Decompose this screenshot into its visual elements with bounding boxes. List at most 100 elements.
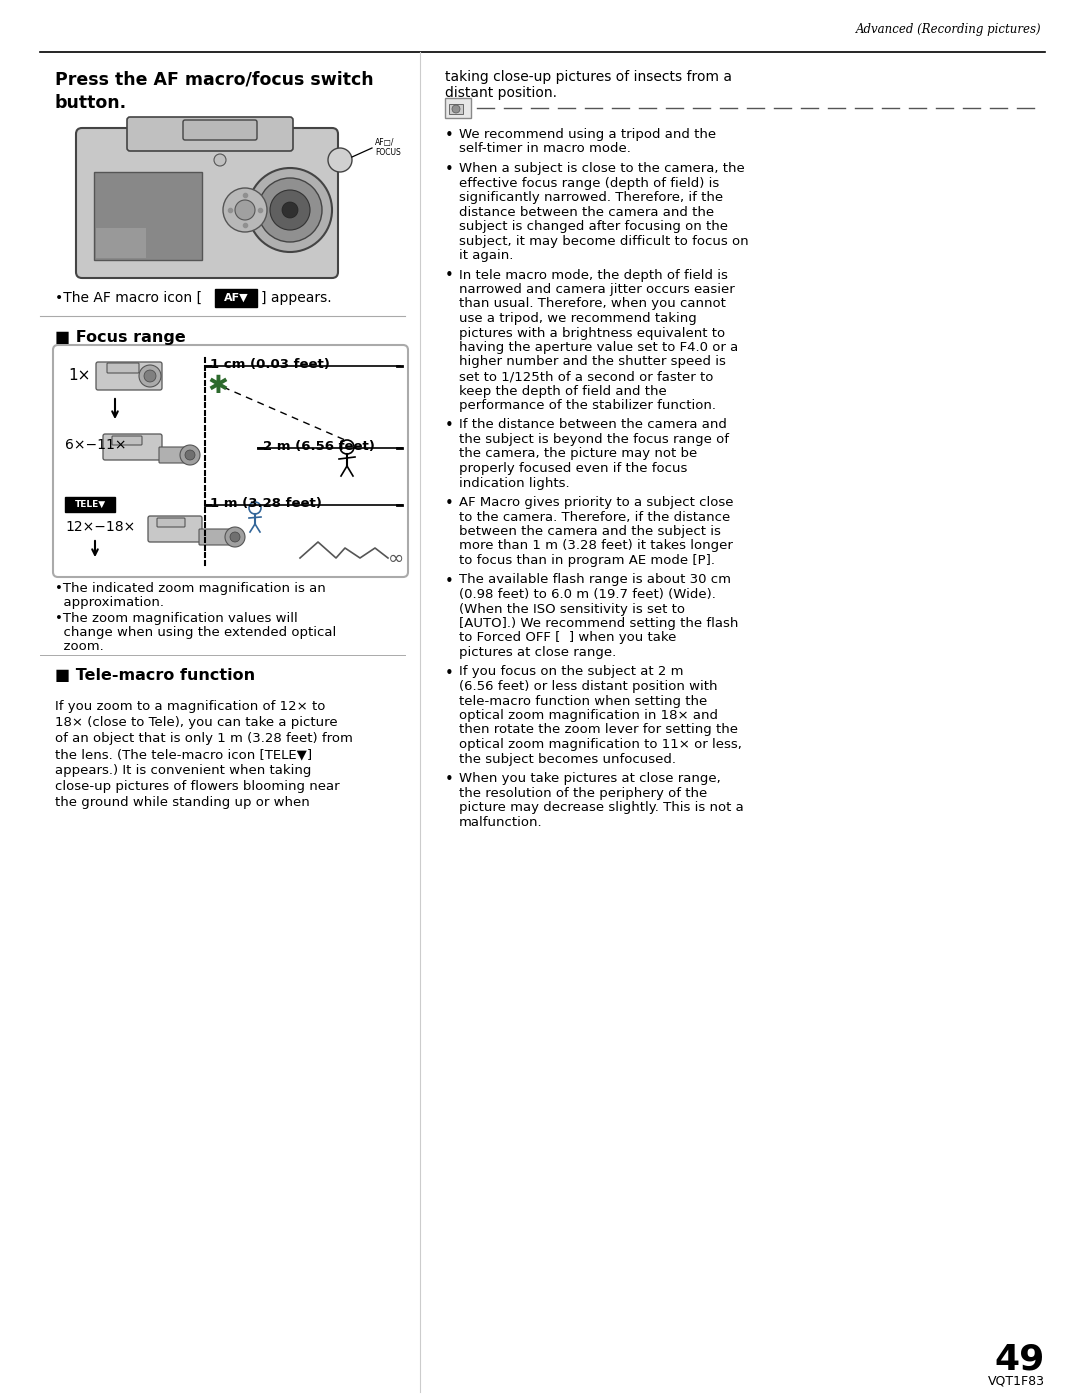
FancyBboxPatch shape	[112, 436, 141, 446]
Text: subject is changed after focusing on the: subject is changed after focusing on the	[459, 219, 728, 233]
Text: picture may decrease slightly. This is not a: picture may decrease slightly. This is n…	[459, 800, 744, 814]
Text: The available flash range is about 30 cm: The available flash range is about 30 cm	[459, 574, 731, 587]
Text: 6×−11×: 6×−11×	[65, 439, 126, 453]
Circle shape	[235, 200, 255, 219]
Circle shape	[139, 365, 161, 387]
Text: optical zoom magnification in 18× and: optical zoom magnification in 18× and	[459, 710, 718, 722]
FancyBboxPatch shape	[183, 120, 257, 140]
Text: button.: button.	[55, 94, 127, 112]
Text: malfunction.: malfunction.	[459, 816, 542, 828]
Text: •The indicated zoom magnification is an: •The indicated zoom magnification is an	[55, 583, 326, 595]
Text: 49: 49	[995, 1343, 1045, 1376]
Circle shape	[258, 177, 322, 242]
Text: approximation.: approximation.	[55, 597, 164, 609]
Text: TELE▼: TELE▼	[75, 500, 106, 509]
Text: If you zoom to a magnification of 12× to: If you zoom to a magnification of 12× to	[55, 700, 325, 712]
Text: optical zoom magnification to 11× or less,: optical zoom magnification to 11× or les…	[459, 738, 742, 752]
FancyBboxPatch shape	[127, 117, 293, 151]
Text: ∞: ∞	[388, 549, 404, 567]
Text: We recommend using a tripod and the: We recommend using a tripod and the	[459, 129, 716, 141]
Text: 1×: 1×	[68, 369, 91, 384]
Circle shape	[328, 148, 352, 172]
Text: having the aperture value set to F4.0 or a: having the aperture value set to F4.0 or…	[459, 341, 739, 353]
Text: higher number and the shutter speed is: higher number and the shutter speed is	[459, 355, 726, 369]
Text: to Forced OFF [  ] when you take: to Forced OFF [ ] when you take	[459, 631, 676, 644]
Text: •: •	[445, 129, 454, 142]
Text: •: •	[445, 665, 454, 680]
Text: Advanced (Recording pictures): Advanced (Recording pictures)	[856, 22, 1042, 36]
Text: the lens. (The tele-macro icon [TELE▼]: the lens. (The tele-macro icon [TELE▼]	[55, 747, 312, 761]
Text: (When the ISO sensitivity is set to: (When the ISO sensitivity is set to	[459, 602, 685, 616]
Text: •: •	[445, 574, 454, 588]
Text: •: •	[445, 773, 454, 787]
Text: self-timer in macro mode.: self-timer in macro mode.	[459, 142, 631, 155]
Text: more than 1 m (3.28 feet) it takes longer: more than 1 m (3.28 feet) it takes longe…	[459, 539, 733, 552]
Text: •: •	[445, 419, 454, 433]
Text: VQT1F83: VQT1F83	[988, 1375, 1045, 1389]
FancyBboxPatch shape	[96, 362, 162, 390]
FancyBboxPatch shape	[53, 345, 408, 577]
Text: 2 m (6.56 feet): 2 m (6.56 feet)	[264, 440, 375, 453]
Text: narrowed and camera jitter occurs easier: narrowed and camera jitter occurs easier	[459, 284, 734, 296]
Text: close-up pictures of flowers blooming near: close-up pictures of flowers blooming ne…	[55, 780, 339, 793]
Bar	[94, 172, 202, 260]
Text: tele-macro function when setting the: tele-macro function when setting the	[459, 694, 707, 707]
Circle shape	[144, 370, 156, 381]
Text: indication lights.: indication lights.	[459, 476, 569, 489]
Circle shape	[180, 446, 200, 465]
Text: distance between the camera and the: distance between the camera and the	[459, 205, 714, 218]
FancyBboxPatch shape	[103, 434, 162, 460]
Bar	[449, 103, 463, 115]
Text: 1 m (3.28 feet): 1 m (3.28 feet)	[210, 497, 322, 510]
Circle shape	[453, 105, 460, 113]
Text: between the camera and the subject is: between the camera and the subject is	[459, 525, 720, 538]
Text: 1 cm (0.03 feet): 1 cm (0.03 feet)	[210, 358, 329, 372]
Bar	[96, 228, 146, 258]
Circle shape	[282, 203, 298, 218]
Text: AF Macro gives priority to a subject close: AF Macro gives priority to a subject clo…	[459, 496, 733, 509]
Text: of an object that is only 1 m (3.28 feet) from: of an object that is only 1 m (3.28 feet…	[55, 732, 353, 745]
Text: to focus than in program AE mode [P].: to focus than in program AE mode [P].	[459, 555, 715, 567]
Text: 18× (close to Tele), you can take a picture: 18× (close to Tele), you can take a pict…	[55, 717, 338, 729]
Text: ✱: ✱	[207, 374, 228, 398]
Text: use a tripod, we recommend taking: use a tripod, we recommend taking	[459, 312, 697, 326]
Text: the subject becomes unfocused.: the subject becomes unfocused.	[459, 753, 676, 766]
Circle shape	[225, 527, 245, 548]
Text: If the distance between the camera and: If the distance between the camera and	[459, 419, 727, 432]
Text: •The AF macro icon [: •The AF macro icon [	[55, 291, 202, 305]
Text: to the camera. Therefore, if the distance: to the camera. Therefore, if the distanc…	[459, 510, 730, 524]
Text: effective focus range (depth of field) is: effective focus range (depth of field) i…	[459, 176, 719, 190]
FancyBboxPatch shape	[107, 363, 139, 373]
Text: •The zoom magnification values will: •The zoom magnification values will	[55, 612, 298, 624]
Circle shape	[230, 532, 240, 542]
Text: the subject is beyond the focus range of: the subject is beyond the focus range of	[459, 433, 729, 446]
Text: pictures at close range.: pictures at close range.	[459, 645, 617, 659]
Text: In tele macro mode, the depth of field is: In tele macro mode, the depth of field i…	[459, 268, 728, 282]
Circle shape	[222, 189, 267, 232]
Bar	[445, 98, 471, 117]
Circle shape	[248, 168, 332, 251]
Text: •: •	[445, 162, 454, 177]
Text: subject, it may become difficult to focus on: subject, it may become difficult to focu…	[459, 235, 748, 247]
Text: appears.) It is convenient when taking: appears.) It is convenient when taking	[55, 764, 311, 777]
Text: it again.: it again.	[459, 249, 513, 263]
Text: the ground while standing up or when: the ground while standing up or when	[55, 796, 310, 809]
Text: properly focused even if the focus: properly focused even if the focus	[459, 462, 687, 475]
Text: ■ Focus range: ■ Focus range	[55, 330, 186, 345]
Text: set to 1/125th of a second or faster to: set to 1/125th of a second or faster to	[459, 370, 714, 383]
Text: keep the depth of field and the: keep the depth of field and the	[459, 384, 666, 398]
FancyBboxPatch shape	[157, 518, 185, 527]
Text: •: •	[445, 496, 454, 511]
Text: If you focus on the subject at 2 m: If you focus on the subject at 2 m	[459, 665, 684, 679]
FancyBboxPatch shape	[199, 529, 237, 545]
Text: 12×−18×: 12×−18×	[65, 520, 135, 534]
Circle shape	[214, 154, 226, 166]
Text: •: •	[445, 268, 454, 284]
Text: Press the AF macro/focus switch: Press the AF macro/focus switch	[55, 70, 374, 88]
FancyBboxPatch shape	[76, 129, 338, 278]
Text: zoom.: zoom.	[55, 640, 104, 652]
Circle shape	[270, 190, 310, 231]
Text: AF□/: AF□/	[375, 138, 394, 147]
Bar	[215, 289, 257, 307]
FancyBboxPatch shape	[148, 515, 202, 542]
